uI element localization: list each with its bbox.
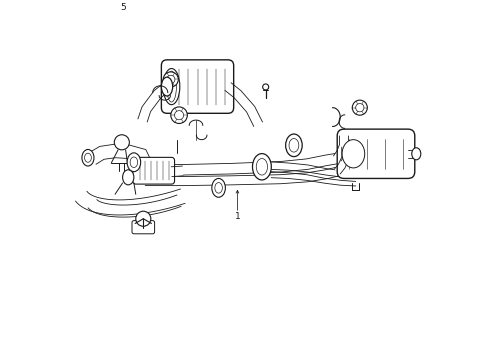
Polygon shape (88, 195, 181, 217)
Ellipse shape (136, 211, 150, 226)
Ellipse shape (82, 149, 94, 166)
Ellipse shape (256, 158, 267, 175)
Text: 1: 1 (234, 212, 240, 221)
Ellipse shape (214, 183, 222, 193)
Polygon shape (224, 83, 262, 126)
Polygon shape (138, 83, 170, 122)
Ellipse shape (351, 100, 366, 115)
Ellipse shape (342, 140, 364, 168)
Polygon shape (270, 170, 356, 186)
Ellipse shape (211, 179, 225, 197)
FancyBboxPatch shape (161, 60, 233, 113)
Ellipse shape (161, 77, 172, 96)
Ellipse shape (166, 71, 176, 102)
Ellipse shape (163, 68, 180, 105)
Ellipse shape (122, 170, 134, 185)
Ellipse shape (262, 84, 268, 90)
FancyBboxPatch shape (132, 221, 154, 234)
Ellipse shape (130, 157, 138, 167)
Polygon shape (75, 189, 185, 215)
FancyBboxPatch shape (337, 129, 414, 179)
Ellipse shape (163, 72, 178, 87)
Polygon shape (333, 136, 348, 161)
Ellipse shape (411, 148, 420, 160)
Text: 5: 5 (121, 3, 126, 12)
Ellipse shape (355, 104, 363, 112)
Polygon shape (145, 153, 337, 175)
Ellipse shape (288, 139, 298, 152)
Ellipse shape (114, 135, 129, 150)
Polygon shape (89, 144, 153, 171)
Ellipse shape (84, 153, 91, 162)
Ellipse shape (170, 107, 187, 123)
Polygon shape (407, 150, 415, 158)
Polygon shape (334, 147, 348, 174)
Polygon shape (270, 162, 356, 181)
Polygon shape (145, 167, 338, 186)
Ellipse shape (166, 75, 175, 84)
Polygon shape (171, 166, 183, 176)
Ellipse shape (252, 154, 271, 180)
Ellipse shape (174, 111, 183, 120)
Ellipse shape (285, 134, 302, 157)
Ellipse shape (127, 153, 141, 172)
FancyBboxPatch shape (132, 157, 174, 184)
